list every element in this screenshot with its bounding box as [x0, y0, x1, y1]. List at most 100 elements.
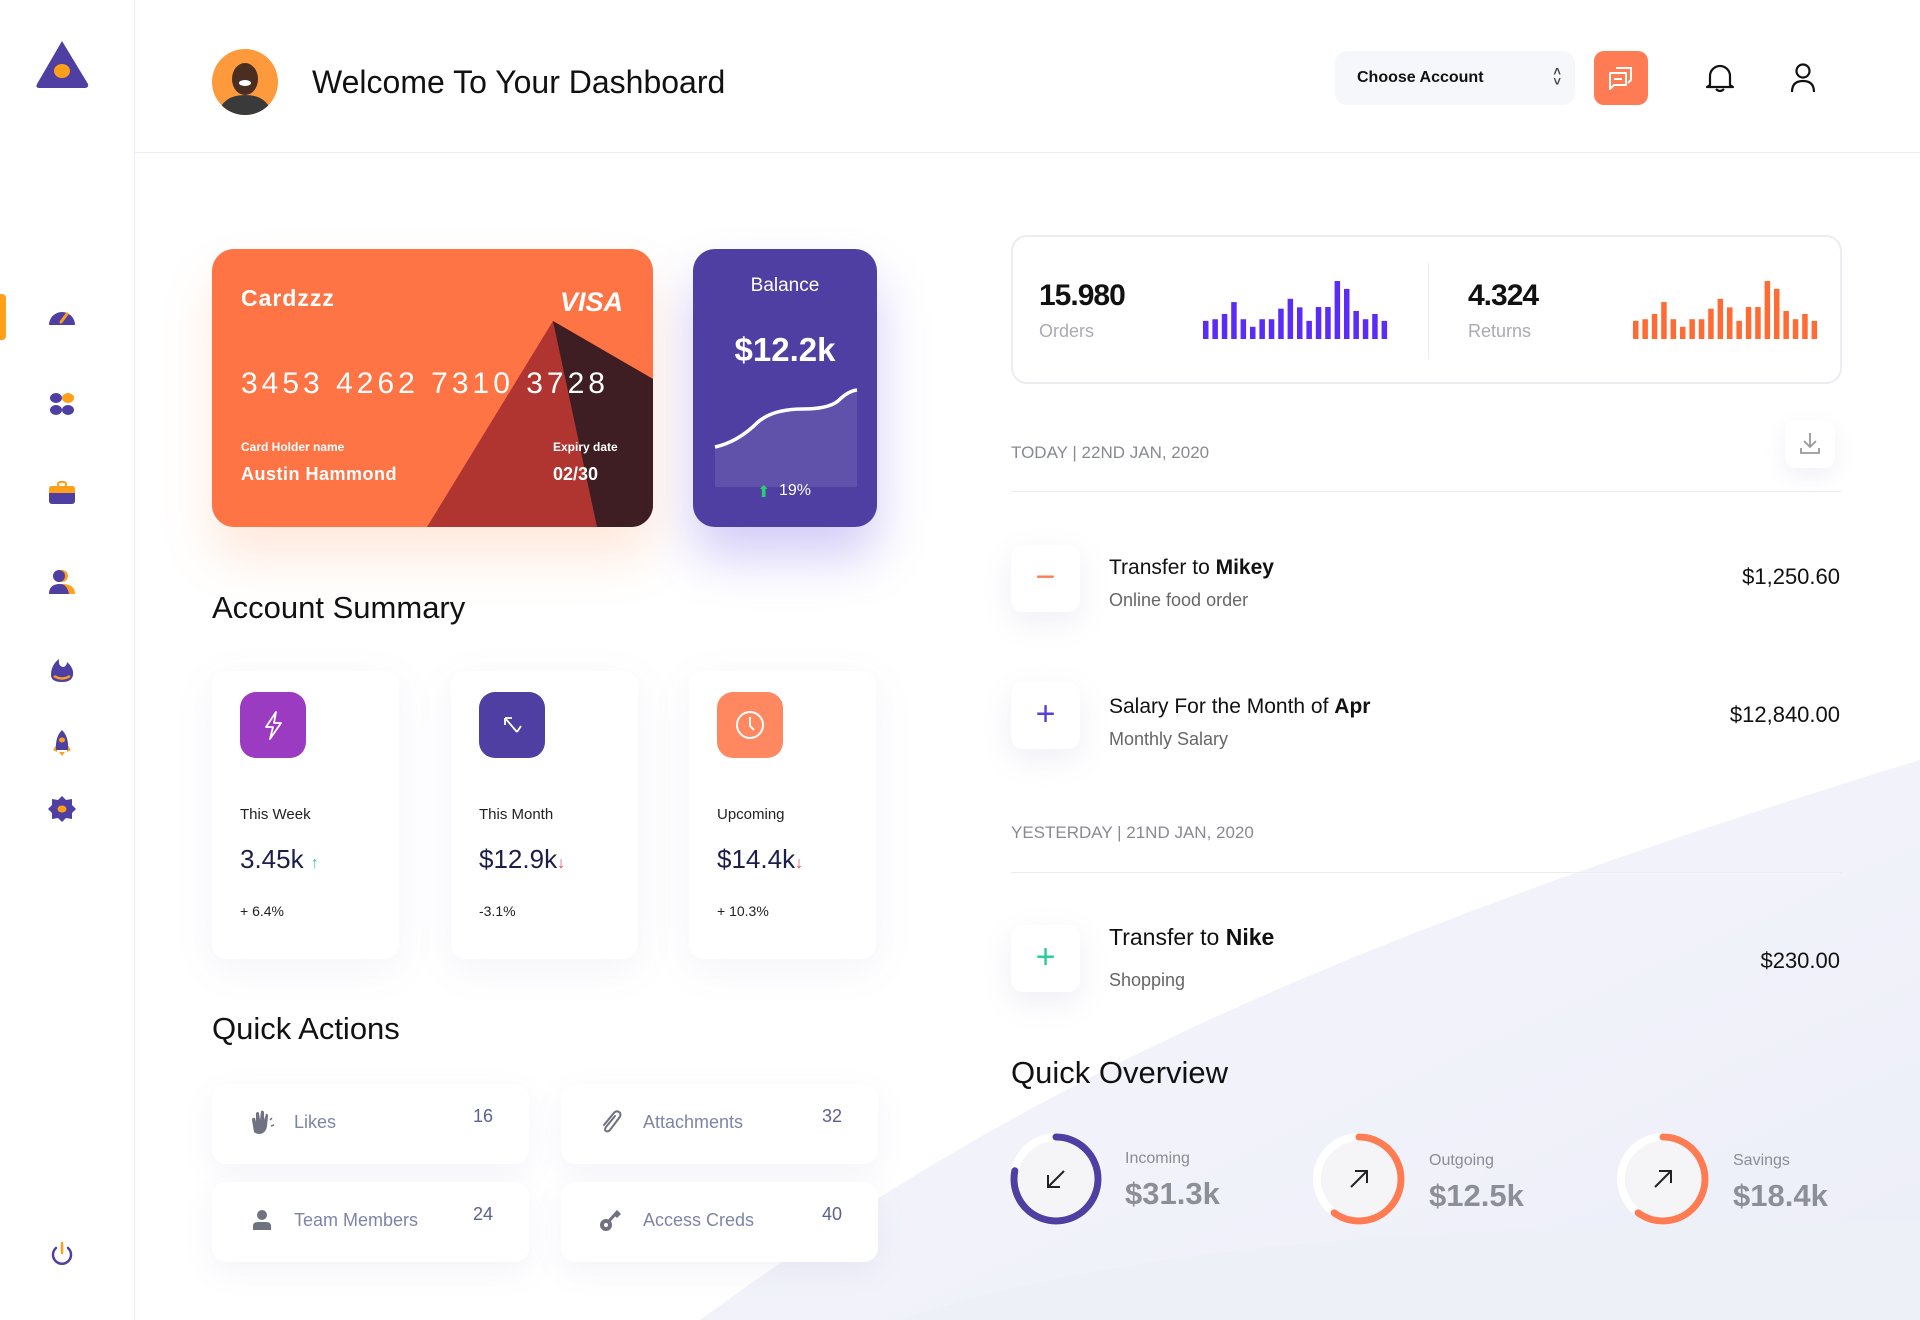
rocket-icon[interactable] — [47, 728, 77, 758]
date-header-yesterday: YESTERDAY | 21ND JAN, 2020 — [1011, 823, 1254, 842]
overview-label: Incoming — [1125, 1150, 1190, 1167]
bar — [1250, 326, 1256, 339]
user-icon — [253, 1210, 271, 1230]
account-summary-title: Account Summary — [212, 590, 466, 625]
quick-action-attachments[interactable]: Attachments 32 — [561, 1084, 878, 1164]
transaction-name: Nike — [1225, 924, 1275, 950]
returns-value: 4.324 — [1468, 279, 1539, 312]
overview-label: Savings — [1733, 1152, 1790, 1169]
logo-icon — [36, 41, 89, 88]
briefcase-icon[interactable] — [47, 478, 77, 508]
balance-sparkline — [714, 388, 858, 487]
summary-value: $14.4k↓ — [717, 844, 803, 875]
returns-bar-chart — [1633, 281, 1818, 339]
credit-card[interactable]: Cardzzz VISA 3453 4262 7310 3728 Card Ho… — [212, 249, 653, 527]
card-pattern — [427, 321, 653, 527]
power-icon[interactable] — [47, 1239, 77, 1269]
overview-value: $12.5k — [1429, 1178, 1524, 1213]
bar — [1240, 319, 1247, 339]
bar — [1783, 310, 1789, 339]
fire-icon[interactable] — [47, 655, 77, 685]
bar — [1231, 302, 1237, 339]
quick-action-count: 24 — [472, 1204, 493, 1224]
clap-icon — [252, 1110, 275, 1134]
bar — [1670, 319, 1677, 339]
lightning-icon — [240, 692, 306, 758]
arrow-down-left-icon — [1047, 1170, 1065, 1188]
summary-card-upcoming[interactable]: Upcoming $14.4k↓ + 10.3% — [689, 671, 876, 959]
balance-card[interactable]: Balance $12.2k ⬆ 19% — [693, 249, 877, 527]
transaction-name: Apr — [1334, 695, 1371, 718]
overview-ring-outgoing — [1313, 1133, 1405, 1225]
key-icon — [600, 1209, 622, 1231]
profile-icon[interactable] — [1789, 62, 1817, 94]
bar — [1268, 319, 1275, 339]
overview-ring-incoming — [1010, 1133, 1102, 1225]
users-icon[interactable] — [47, 567, 77, 597]
account-select[interactable]: Choose Account ˄ ˅ — [1335, 51, 1575, 105]
card-number: 3453 4262 7310 3728 — [241, 367, 609, 400]
bar — [1259, 319, 1265, 339]
messages-button[interactable] — [1594, 51, 1648, 105]
bar — [1372, 313, 1378, 339]
summary-amount: $14.4k — [717, 844, 796, 874]
arrow-up-icon: ↑ — [310, 855, 319, 872]
account-select-value: Choose Account — [1357, 69, 1484, 86]
summary-value: $12.9k↓ — [479, 844, 565, 875]
summary-change: -3.1% — [479, 903, 516, 919]
download-button[interactable] — [1785, 420, 1835, 468]
bar — [1727, 307, 1733, 339]
bell-icon[interactable] — [1705, 62, 1735, 94]
quick-action-team-members[interactable]: Team Members 24 — [212, 1182, 529, 1262]
bar — [1633, 320, 1639, 339]
transaction-subtitle: Monthly Salary — [1109, 729, 1229, 749]
overview-ring-savings — [1617, 1133, 1709, 1225]
ring-progress — [1617, 1133, 1709, 1225]
bar — [1353, 310, 1359, 339]
quick-actions-title: Quick Actions — [212, 1011, 400, 1046]
minus-icon: − — [1011, 545, 1080, 612]
quick-action-likes[interactable]: Likes 16 — [212, 1084, 529, 1164]
quick-action-label: Access Creds — [643, 1210, 755, 1230]
transaction-amount: $1,250.60 — [1742, 564, 1840, 589]
settings-icon[interactable] — [47, 794, 77, 824]
active-indicator — [0, 294, 6, 340]
avatar[interactable] — [212, 49, 278, 115]
apps-icon[interactable] — [47, 389, 77, 419]
bar — [1642, 319, 1648, 339]
summary-change: + 6.4% — [240, 903, 284, 919]
summary-amount: 3.45k — [240, 844, 304, 874]
bar — [1698, 319, 1705, 339]
bar — [1287, 298, 1294, 339]
arrow-up-right-icon — [1350, 1170, 1368, 1188]
summary-label: This Week — [240, 806, 311, 823]
bar — [1717, 298, 1724, 339]
bar — [1381, 320, 1388, 339]
bar — [1344, 288, 1350, 339]
bar — [1297, 307, 1303, 339]
summary-card-this-week[interactable]: This Week 3.45k ↑ + 6.4% — [212, 671, 399, 959]
transaction-subtitle: Shopping — [1109, 970, 1186, 990]
transaction-name: Mikey — [1215, 556, 1274, 579]
transaction-subtitle: Online food order — [1109, 590, 1249, 610]
date-header-today: TODAY | 22ND JAN, 2020 — [1011, 443, 1210, 462]
clock-icon — [717, 692, 783, 758]
overview-label: Outgoing — [1429, 1152, 1494, 1169]
arrow-up-left-icon — [479, 692, 545, 758]
summary-card-this-month[interactable]: This Month $12.9k↓ -3.1% — [451, 671, 638, 959]
bar — [1325, 307, 1331, 339]
arrow-down-icon: ↓ — [795, 855, 804, 872]
orders-label: Orders — [1039, 321, 1095, 341]
dashboard-icon[interactable] — [47, 301, 77, 331]
plus-icon: + — [1011, 682, 1080, 749]
transaction-title: Transfer to Mikey — [1109, 556, 1274, 580]
card-holder-name: Austin Hammond — [241, 464, 398, 484]
bar — [1362, 319, 1369, 339]
bar — [1764, 281, 1771, 339]
balance-label: Balance — [750, 275, 820, 296]
bar — [1689, 319, 1695, 339]
quick-action-access-creds[interactable]: Access Creds 40 — [561, 1182, 878, 1262]
transaction-title: Salary For the Month of Apr — [1109, 695, 1370, 719]
bar — [1203, 320, 1209, 339]
bar — [1792, 319, 1799, 339]
